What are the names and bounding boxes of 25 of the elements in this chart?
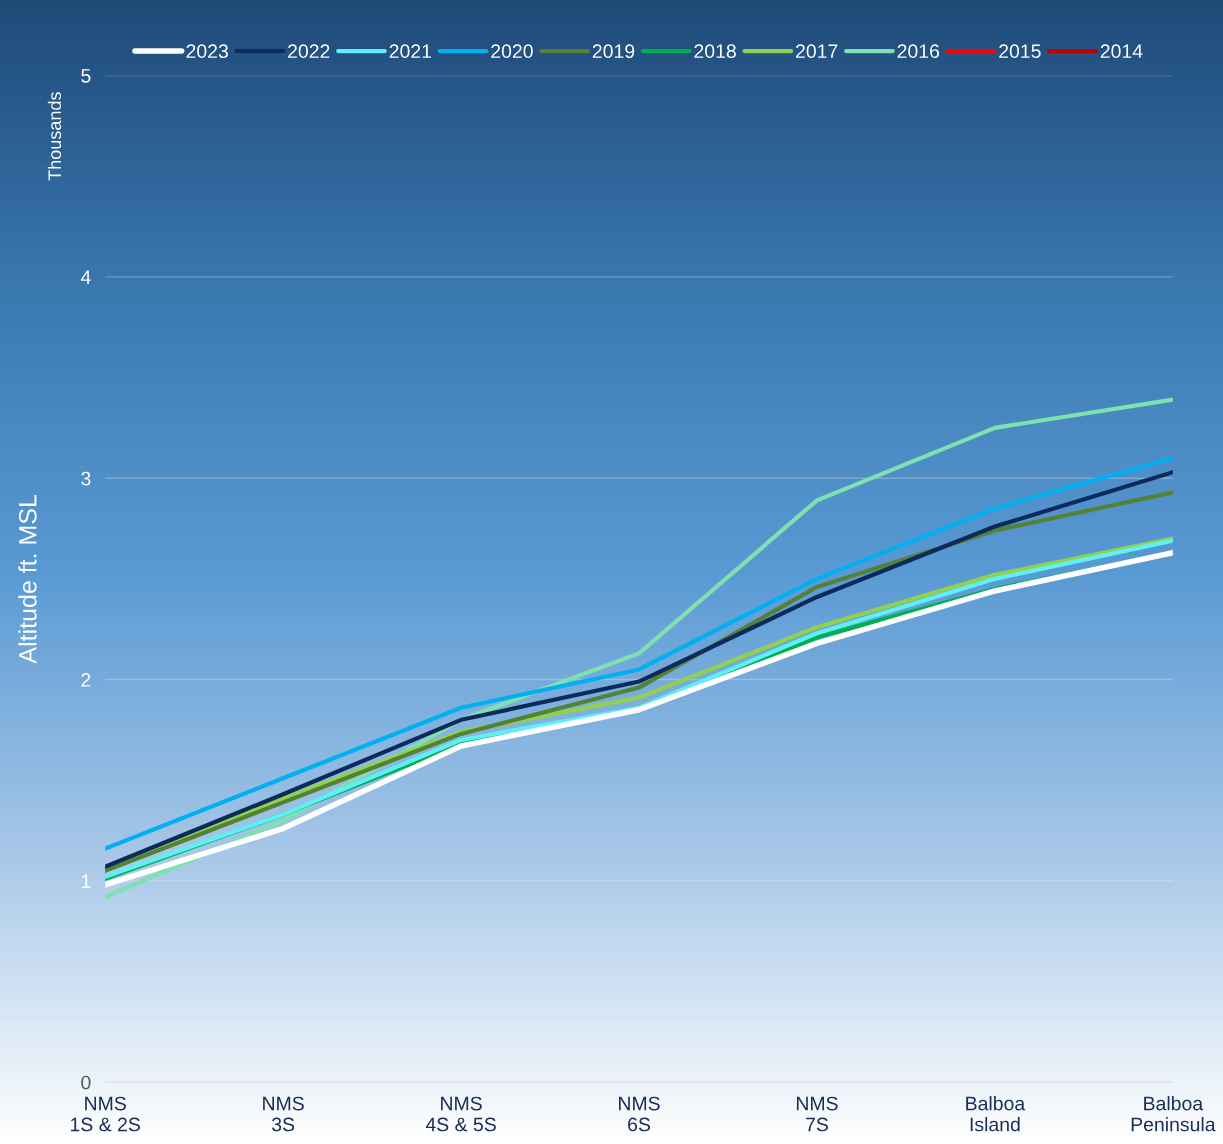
y-tick-label: 4 (80, 270, 91, 284)
y-tick-label: 0 (81, 1075, 91, 1090)
y-tick-label: 5 (81, 69, 91, 83)
x-tick-label: NMS 7S (796, 1096, 838, 1132)
legend-label: 2014 (1100, 44, 1143, 59)
legend-label: 2022 (288, 44, 330, 59)
legend-label: 2019 (592, 44, 635, 59)
legend-label: 2016 (897, 44, 940, 59)
y-tick-label: 3 (81, 471, 91, 486)
x-tick-label: NMS 6S (619, 1096, 660, 1132)
legend-label: 2015 (999, 44, 1041, 59)
x-tick-label: NMS 1S & 2S (70, 1096, 140, 1132)
legend-label: 2023 (186, 44, 228, 59)
x-tick-label: NMS 4S & 5S (425, 1096, 496, 1132)
legend-label: 2021 (389, 44, 432, 59)
legend-label: 2017 (796, 44, 838, 59)
legend-label: 2020 (491, 44, 533, 59)
legend-label: 2018 (694, 44, 736, 59)
y-tick-label: 2 (81, 673, 91, 687)
x-tick-label: NMS 3S (263, 1096, 304, 1132)
y-tick-label: 1 (81, 874, 91, 888)
y-axis-title: Altitude ft. MSL (18, 494, 37, 664)
text: Thousands (47, 92, 62, 181)
x-tick-label: Balboa Peninsula (1131, 1096, 1216, 1132)
x-tick-label: Balboa Island (966, 1096, 1026, 1132)
